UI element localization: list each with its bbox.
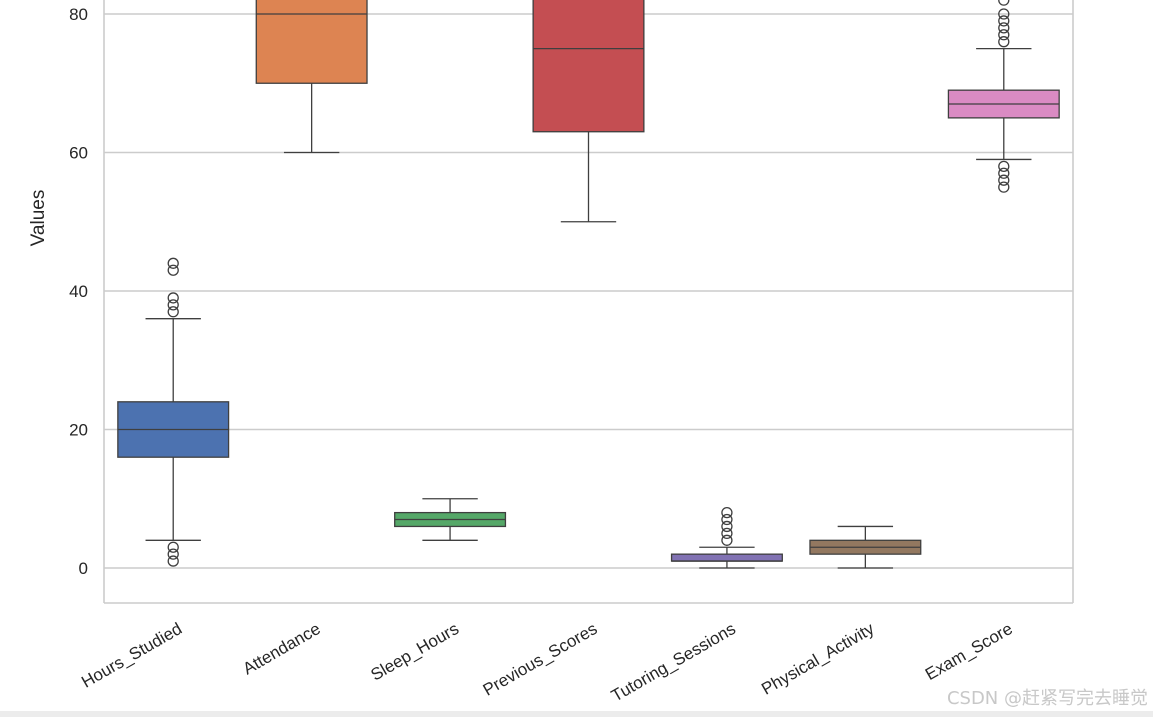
outlier-tutoring-sessions-4 — [721, 506, 733, 519]
outlier-exam-score-4 — [998, 36, 1010, 48]
outlier-hours-studied-6 — [167, 264, 179, 276]
outlier-hours-studied-2 — [167, 541, 179, 553]
outlier-exam-score-7 — [998, 15, 1010, 27]
outlier-exam-score-6 — [998, 22, 1010, 34]
y-tick-label-20: 20 — [69, 421, 88, 440]
x-tick-label-attendance: Attendance — [240, 619, 324, 678]
y-tick-label-60: 60 — [69, 144, 88, 163]
x-tick-label-tutoring-sessions: Tutoring_Sessions — [608, 619, 739, 706]
x-tick-label-sleep-hours: Sleep_Hours — [367, 619, 462, 685]
box-sleep-hours — [394, 498, 507, 541]
outlier-hours-studied-4 — [167, 299, 179, 311]
y-axis-title: Values — [28, 190, 49, 247]
outlier-hours-studied-1 — [167, 548, 179, 560]
outlier-hours-studied-0 — [167, 555, 179, 567]
outlier-tutoring-sessions-2 — [721, 520, 733, 533]
box-exam-score — [947, 0, 1060, 193]
y-tick-label-80: 80 — [69, 5, 88, 24]
outlier-exam-score-5 — [998, 29, 1010, 41]
y-tick-label-40: 40 — [69, 282, 88, 301]
outlier-hours-studied-3 — [167, 306, 179, 318]
y-tick-labels: 0 20 40 60 80 — [69, 5, 88, 578]
box-physical-activity — [809, 525, 922, 569]
x-tick-label-previous-scores: Previous_Scores — [480, 619, 601, 700]
x-tick-label-exam-score: Exam_Score — [922, 619, 1016, 684]
iqr-box-attendance — [255, 0, 368, 84]
box-tutoring-sessions — [670, 506, 783, 569]
outlier-exam-score-1 — [998, 174, 1010, 186]
x-tick-label-hours-studied: Hours_Studied — [78, 619, 185, 692]
outlier-hours-studied-7 — [167, 257, 179, 269]
watermark-text: CSDN @赶紧写完去睡觉 — [947, 688, 1148, 709]
plot-frame — [103, 0, 1074, 604]
iqr-box-tutoring-sessions — [670, 553, 783, 562]
box-previous-scores — [532, 0, 645, 223]
box-hours-studied — [117, 257, 230, 567]
x-tick-labels: Hours_Studied Attendance Sleep_Hours Previo… — [78, 619, 1015, 706]
outlier-tutoring-sessions-3 — [721, 513, 733, 526]
outlier-tutoring-sessions-0 — [721, 534, 733, 546]
outlier-exam-score-9 — [998, 0, 1010, 6]
y-tick-label-0: 0 — [79, 559, 88, 578]
outlier-hours-studied-5 — [167, 292, 179, 304]
bottom-strip — [0, 711, 1153, 717]
outlier-tutoring-sessions-1 — [721, 527, 733, 540]
outlier-exam-score-3 — [998, 160, 1010, 173]
outlier-exam-score-2 — [998, 167, 1010, 179]
iqr-box-previous-scores — [532, 0, 645, 133]
outlier-exam-score-0 — [998, 181, 1010, 193]
outlier-exam-score-8 — [998, 8, 1010, 20]
x-tick-label-physical-activity: Physical_Activity — [758, 619, 878, 699]
box-attendance — [255, 0, 368, 154]
boxes-layer — [117, 0, 1060, 569]
